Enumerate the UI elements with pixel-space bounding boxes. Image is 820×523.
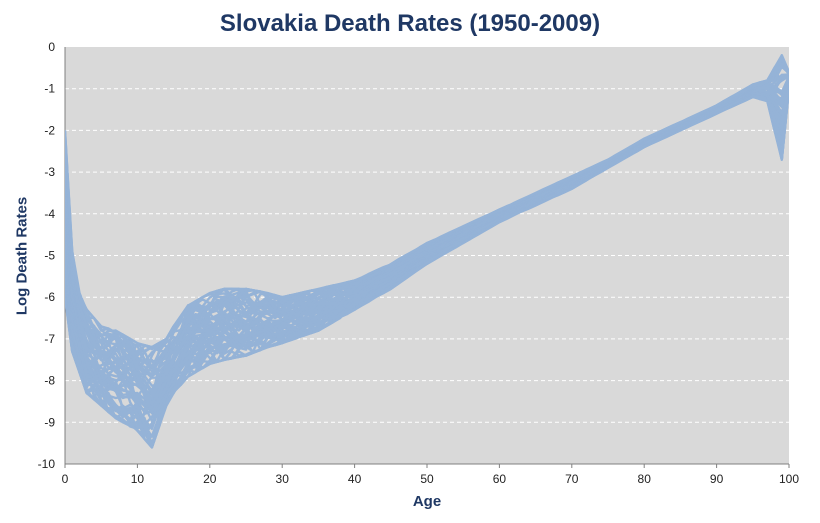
y-tick-label: -5 [44,249,55,263]
x-tick-label: 90 [710,472,724,486]
x-tick-label: 20 [203,472,217,486]
series-line [65,54,789,369]
x-tick-label: 100 [779,472,799,486]
x-tick-label: 80 [638,472,652,486]
y-tick-label: -3 [44,165,55,179]
chart-title: Slovakia Death Rates (1950-2009) [219,10,601,37]
x-tick-label: 40 [348,472,362,486]
x-axis-label: Age [412,493,442,510]
y-tick-label: 0 [48,40,55,54]
x-tick-label: 10 [131,472,145,486]
y-tick-label: -8 [44,374,55,388]
x-tick-label: 30 [276,472,290,486]
y-tick-label: -4 [44,207,55,221]
x-tick-label: 60 [493,472,507,486]
x-tick-label: 50 [420,472,434,486]
x-tick-label: 70 [565,472,579,486]
y-tick-label: -7 [44,332,55,346]
y-tick-label: -9 [44,415,55,429]
y-tick-label: -2 [44,123,55,137]
y-tick-label: -10 [38,457,56,471]
y-tick-label: -1 [44,82,55,96]
series-group [65,54,789,449]
x-tick-label: 0 [62,472,69,486]
y-tick-label: -6 [44,290,55,304]
